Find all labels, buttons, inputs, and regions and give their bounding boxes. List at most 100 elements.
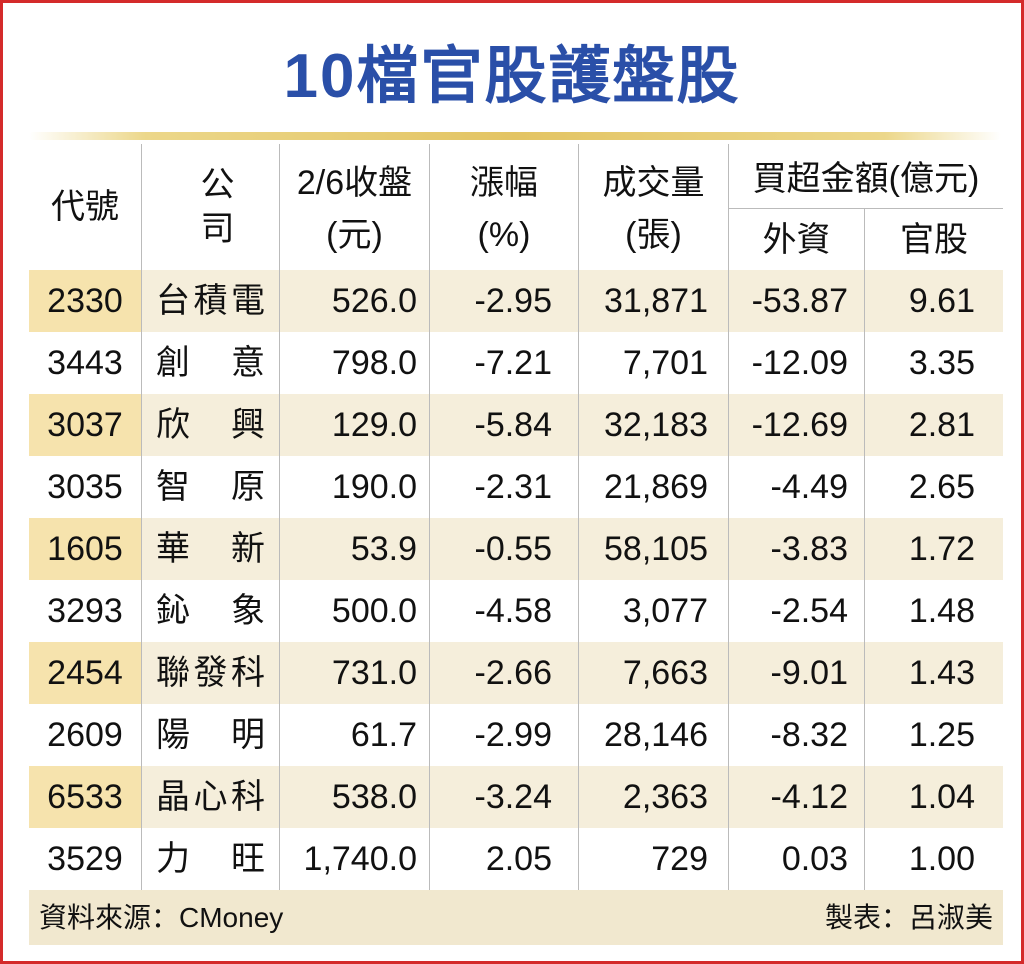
change-percent: 2.05 (485, 840, 552, 878)
company-name: 晶心科 (156, 778, 265, 816)
government-net-buy: 3.35 (908, 344, 975, 382)
foreign-net-buy: 0.03 (781, 840, 848, 878)
table-row: 3293 鈊 象 500.0 -4.58 3,077 -2.54 1.48 (29, 580, 1003, 642)
foreign-net-buy: -12.09 (751, 344, 848, 382)
foreign-net-buy: -4.49 (770, 468, 849, 506)
stock-code: 2454 (29, 642, 141, 704)
change-percent: -5.84 (474, 406, 553, 444)
government-net-buy: 1.72 (908, 530, 975, 568)
trade-volume: 2,363 (622, 778, 708, 816)
company-name: 華 新 (156, 530, 265, 568)
source-note: 資料來源：CMoney (39, 902, 284, 933)
column-divider (141, 144, 142, 890)
government-net-buy: 1.04 (908, 778, 975, 816)
stock-code: 2330 (29, 270, 141, 332)
change-percent: -3.24 (474, 778, 553, 816)
company-name: 創 意 (156, 344, 265, 382)
header-volume-line2: (張) (625, 216, 682, 254)
trade-volume: 21,869 (604, 468, 708, 506)
header-subdivider (729, 208, 1003, 209)
table-row: 2609 陽 明 61.7 -2.99 28,146 -8.32 1.25 (29, 704, 1003, 766)
close-price: 53.9 (350, 530, 417, 568)
change-percent: -4.58 (474, 592, 553, 630)
header-change-line2: (%) (477, 216, 531, 254)
company-name: 台積電 (156, 282, 265, 320)
trade-volume: 7,663 (622, 654, 708, 692)
stock-code: 2609 (47, 716, 123, 754)
header-government: 官股 (900, 221, 968, 259)
government-net-buy: 2.81 (908, 406, 975, 444)
stock-code: 6533 (29, 766, 141, 828)
table-footer: 資料來源：CMoney 製表：呂淑美 (29, 890, 1003, 945)
close-price: 61.7 (350, 716, 417, 754)
table-row: 3035 智 原 190.0 -2.31 21,869 -4.49 2.65 (29, 456, 1003, 518)
change-percent: -2.31 (474, 468, 553, 506)
trade-volume: 32,183 (604, 406, 708, 444)
maker-note: 製表：呂淑美 (824, 902, 993, 933)
stock-table: 代號 公 司 2/6收盤 (元) 漲幅 (%) 成交量 (張) 買超金額(億元)… (29, 144, 1003, 890)
foreign-net-buy: -12.69 (751, 406, 848, 444)
government-net-buy: 1.43 (908, 654, 975, 692)
company-name: 鈊 象 (156, 592, 265, 630)
change-percent: -2.66 (474, 654, 553, 692)
trade-volume: 31,871 (604, 282, 708, 320)
table-row: 2454 聯發科 731.0 -2.66 7,663 -9.01 1.43 (29, 642, 1003, 704)
column-divider (578, 144, 579, 890)
change-percent: -2.99 (474, 716, 553, 754)
company-name: 陽 明 (156, 716, 265, 754)
title-divider (29, 132, 1001, 140)
header-volume-line1: 成交量 (602, 164, 705, 202)
close-price: 538.0 (331, 778, 417, 816)
change-percent: -2.95 (474, 282, 553, 320)
foreign-net-buy: -3.83 (770, 530, 849, 568)
trade-volume: 58,105 (604, 530, 708, 568)
company-name: 聯發科 (156, 654, 265, 692)
close-price: 190.0 (331, 468, 417, 506)
trade-volume: 28,146 (604, 716, 708, 754)
government-net-buy: 1.48 (908, 592, 975, 630)
table-body: 2330 台積電 526.0 -2.95 31,871 -53.87 9.61 3443 創 意… (29, 270, 1003, 890)
government-net-buy: 1.00 (908, 840, 975, 878)
trade-volume: 3,077 (622, 592, 708, 630)
stock-code: 3035 (47, 468, 123, 506)
foreign-net-buy: -9.01 (770, 654, 849, 692)
foreign-net-buy: -2.54 (770, 592, 849, 630)
foreign-net-buy: -8.32 (770, 716, 849, 754)
stock-code: 3443 (47, 344, 123, 382)
table-row: 2330 台積電 526.0 -2.95 31,871 -53.87 9.61 (29, 270, 1003, 332)
close-price: 500.0 (331, 592, 417, 630)
header-close-line1: 2/6收盤 (296, 164, 413, 202)
close-price: 1,740.0 (303, 840, 417, 878)
company-name: 欣 興 (156, 406, 265, 444)
column-divider (279, 144, 280, 890)
table-row: 3529 力 旺 1,740.0 2.05 729 0.03 1.00 (29, 828, 1003, 890)
stock-code: 1605 (29, 518, 141, 580)
foreign-net-buy: -53.87 (751, 282, 848, 320)
government-net-buy: 9.61 (908, 282, 975, 320)
government-net-buy: 1.25 (908, 716, 975, 754)
stock-code: 3037 (29, 394, 141, 456)
column-divider (429, 144, 430, 890)
header-close-line2: (元) (326, 216, 383, 254)
company-name: 智 原 (156, 468, 265, 506)
trade-volume: 729 (651, 840, 708, 878)
close-price: 129.0 (331, 406, 417, 444)
change-percent: -7.21 (474, 344, 553, 382)
close-price: 798.0 (331, 344, 417, 382)
close-price: 731.0 (331, 654, 417, 692)
trade-volume: 7,701 (622, 344, 708, 382)
close-price: 526.0 (331, 282, 417, 320)
header-net-buy: 買超金額(億元) (752, 160, 980, 198)
column-divider (728, 144, 729, 890)
stock-code: 3529 (47, 840, 123, 878)
foreign-net-buy: -4.12 (770, 778, 849, 816)
header-foreign: 外資 (762, 221, 831, 259)
table-header: 代號 公 司 2/6收盤 (元) 漲幅 (%) 成交量 (張) 買超金額(億元)… (29, 144, 1003, 270)
government-net-buy: 2.65 (908, 468, 975, 506)
page-title: 10檔官股護盤股 (283, 42, 741, 111)
table-row: 3443 創 意 798.0 -7.21 7,701 -12.09 3.35 (29, 332, 1003, 394)
header-code: 代號 (51, 188, 119, 226)
column-divider (864, 208, 865, 890)
header-company: 公 司 (200, 166, 297, 248)
